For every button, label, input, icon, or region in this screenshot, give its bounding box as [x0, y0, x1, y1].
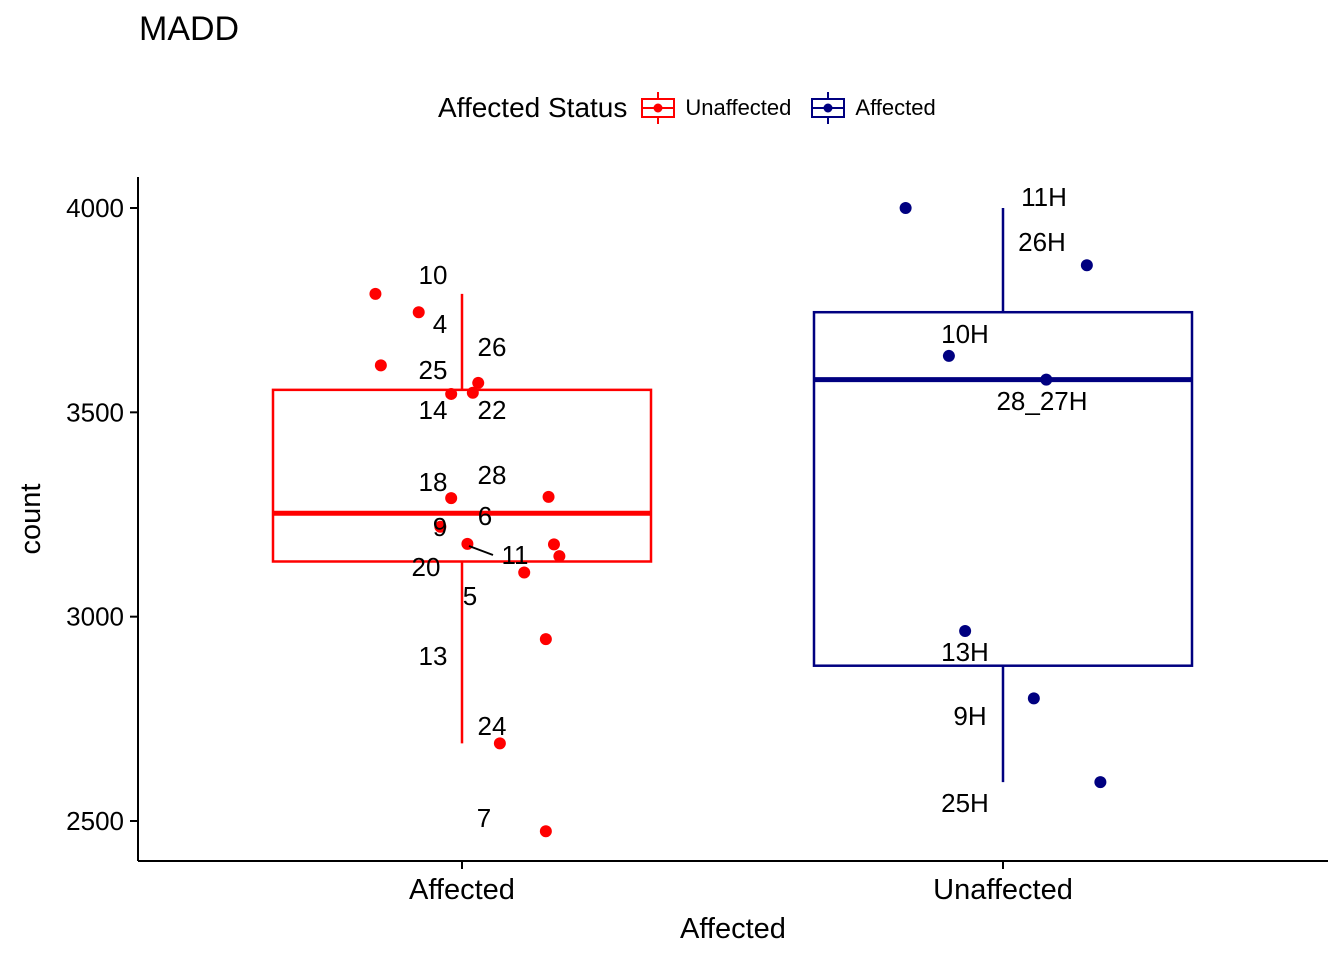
- point-label: 13: [419, 641, 448, 671]
- data-point: [1040, 373, 1053, 386]
- data-point: [553, 550, 566, 563]
- box: [812, 310, 1194, 667]
- data-point: [1080, 259, 1093, 272]
- data-point: [472, 376, 485, 389]
- data-point: [899, 202, 912, 214]
- data-point: [942, 349, 955, 362]
- data-point: [547, 538, 560, 551]
- chart-title: MADD: [139, 10, 240, 48]
- data-point: [1094, 776, 1107, 789]
- point-label: 7: [477, 803, 491, 833]
- point-label: 25: [419, 355, 448, 385]
- point-label: 28: [478, 460, 507, 490]
- x-tick-label: Affected: [409, 874, 515, 906]
- point-label: 11: [502, 540, 529, 570]
- legend-item-unaffected: Unaffected: [639, 88, 791, 128]
- data-point: [542, 490, 555, 503]
- x-tick-label: Unaffected: [933, 874, 1073, 906]
- point-label: 10: [419, 260, 448, 290]
- data-point: [461, 537, 474, 550]
- legend-item-affected: Affected: [809, 88, 936, 128]
- point-label: 24: [478, 711, 507, 741]
- point-label: 25H: [941, 788, 989, 818]
- y-tick-label: 4000: [66, 193, 124, 223]
- point-label: 4: [433, 309, 447, 339]
- data-point: [959, 624, 972, 637]
- point-label: 10H: [941, 319, 989, 349]
- legend-key-icon: [641, 92, 676, 124]
- data-point: [434, 520, 447, 533]
- data-point: [369, 287, 382, 300]
- data-point: [539, 633, 552, 646]
- point-label: 11H: [1021, 182, 1067, 212]
- data-point: [518, 566, 531, 579]
- box: [271, 388, 653, 563]
- legend: Affected Status Unaffected Affected: [438, 88, 954, 128]
- point-label: 26: [478, 332, 507, 362]
- point-label: 13H: [941, 637, 989, 667]
- point-label: 5: [463, 581, 477, 611]
- y-tick-label: 2500: [66, 806, 124, 836]
- y-tick-label: 3500: [66, 397, 124, 427]
- point-label: 28_27H: [996, 386, 1087, 416]
- point-label: 9: [433, 512, 447, 542]
- x-axis-title: Affected: [680, 913, 786, 945]
- point-label: 6: [478, 501, 492, 531]
- legend-title: Affected Status: [438, 92, 628, 123]
- point-label: 9H: [953, 701, 986, 731]
- data-point: [539, 825, 552, 838]
- data-point: [374, 359, 387, 372]
- point-label: 22: [478, 395, 507, 425]
- data-point: [445, 387, 458, 400]
- data-point: [445, 492, 458, 505]
- point-label: 18: [419, 467, 448, 497]
- legend-label: Unaffected: [685, 95, 792, 120]
- data-point: [493, 737, 506, 750]
- data-point: [412, 306, 425, 319]
- data-point: [1027, 692, 1040, 705]
- legend-label: Affected: [855, 95, 936, 120]
- point-label: 20: [412, 552, 441, 582]
- point-label: 26H: [1018, 227, 1066, 257]
- point-label: 14: [419, 395, 448, 425]
- data-point: [466, 386, 479, 399]
- y-tick-label: 3000: [66, 602, 124, 632]
- legend-key-icon: [811, 92, 846, 124]
- y-axis-title: count: [15, 484, 47, 555]
- label-connector: [468, 545, 494, 556]
